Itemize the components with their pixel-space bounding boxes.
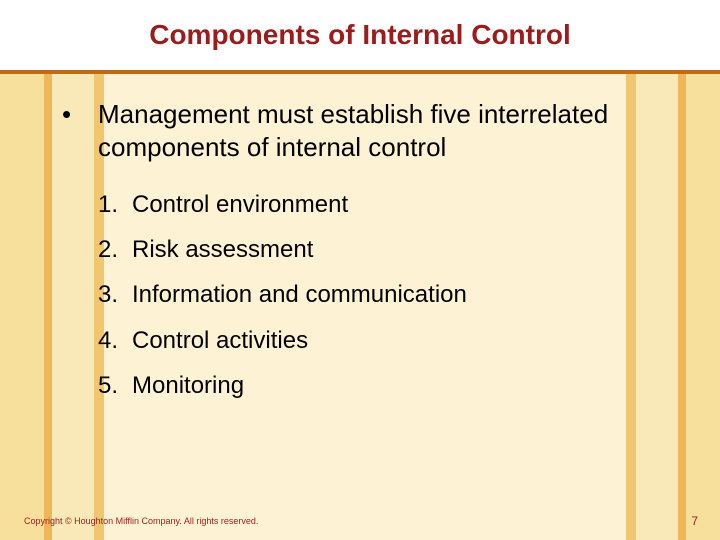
list-item-text: Monitoring: [132, 370, 244, 401]
bg-stripe: [686, 0, 720, 540]
list-item-number: 3.: [98, 279, 132, 310]
list-item: 1.Control environment: [98, 189, 670, 220]
list-item-text: Control environment: [132, 189, 348, 220]
list-item-number: 5.: [98, 370, 132, 401]
list-item-text: Risk assessment: [132, 234, 313, 265]
bullet-item: • Management must establish five interre…: [62, 98, 670, 163]
title-band: Components of Internal Control: [0, 0, 720, 70]
bg-stripe: [678, 0, 686, 540]
bg-stripe: [44, 0, 52, 540]
list-item-text: Information and communication: [132, 279, 467, 310]
numbered-list: 1.Control environment2.Risk assessment3.…: [98, 189, 670, 401]
slide-title: Components of Internal Control: [149, 19, 571, 51]
list-item-number: 1.: [98, 189, 132, 220]
list-item-number: 4.: [98, 325, 132, 356]
slide-body: • Management must establish five interre…: [62, 98, 670, 415]
bullet-marker: •: [62, 98, 98, 131]
copyright-footer: Copyright © Houghton Mifflin Company. Al…: [24, 516, 258, 526]
list-item: 2.Risk assessment: [98, 234, 670, 265]
bg-stripe: [0, 0, 44, 540]
title-underline: [0, 70, 720, 74]
list-item: 4.Control activities: [98, 325, 670, 356]
list-item: 3.Information and communication: [98, 279, 670, 310]
page-number: 7: [691, 514, 698, 528]
list-item-text: Control activities: [132, 325, 308, 356]
list-item: 5.Monitoring: [98, 370, 670, 401]
bullet-text: Management must establish five interrela…: [98, 98, 670, 163]
slide: Components of Internal Control • Managem…: [0, 0, 720, 540]
list-item-number: 2.: [98, 234, 132, 265]
